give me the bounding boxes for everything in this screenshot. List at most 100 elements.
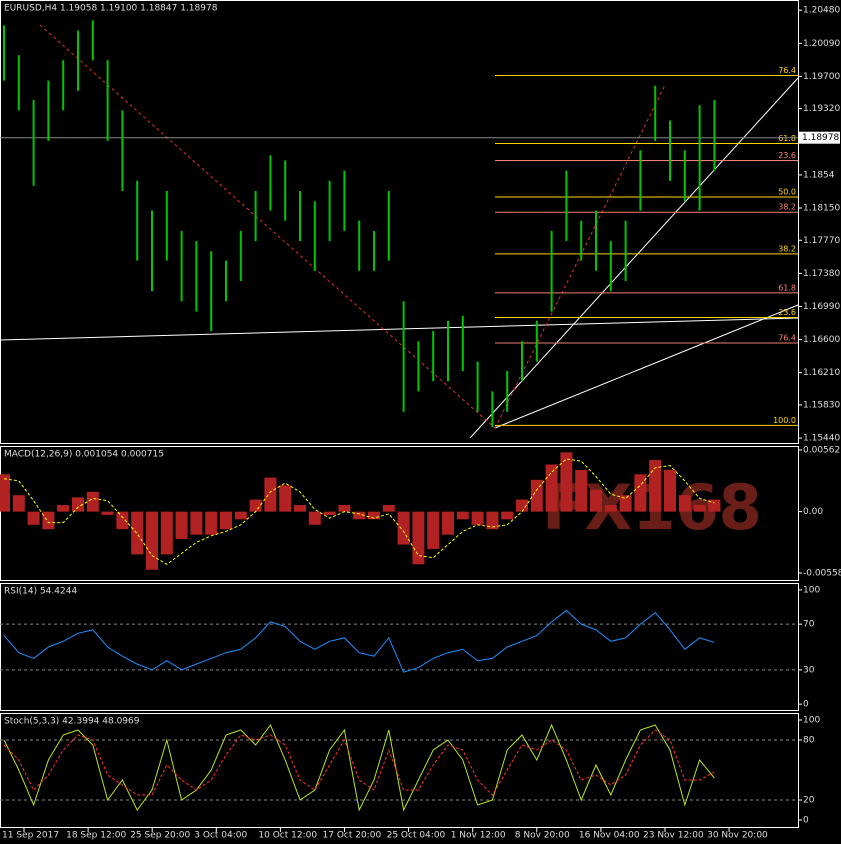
macd-bar <box>249 499 262 512</box>
x-tick-label: 18 Sep 12:00 <box>66 831 126 841</box>
x-tick-label: 1 Nov 12:00 <box>451 831 506 841</box>
macd-bar <box>101 511 114 515</box>
macd-bar <box>72 497 84 512</box>
y-tick-label: 0 <box>803 700 809 710</box>
y-tick-label: 1.17770 <box>803 236 840 246</box>
macd-bar <box>412 511 425 565</box>
macd-bar <box>264 477 277 512</box>
macd-bar <box>397 511 410 545</box>
macd-bar <box>649 460 662 512</box>
y-tick-label: 100 <box>803 585 820 595</box>
x-tick-label: 25 Sep 20:00 <box>130 831 190 841</box>
macd-bar <box>234 511 247 520</box>
y-tick-label: 0.00562 <box>803 445 840 455</box>
y-tick-label: 1.15830 <box>803 400 840 410</box>
macd-bar <box>220 511 232 530</box>
x-tick-label: 16 Nov 04:00 <box>579 831 640 841</box>
macd-bar <box>560 452 573 512</box>
stoch-main <box>3 723 715 812</box>
y-tick-label: 70 <box>803 620 815 630</box>
panel-borders <box>0 0 799 828</box>
macd-bar <box>708 499 721 512</box>
macd-bar <box>501 511 514 520</box>
macd-bar <box>604 505 617 512</box>
macd-bar <box>486 511 499 530</box>
fib-label: 76.4 <box>778 66 796 75</box>
macd-bar <box>634 474 647 512</box>
macd-bar <box>86 491 99 512</box>
stoch-panel <box>0 713 799 828</box>
macd-bar <box>57 505 70 512</box>
x-tick-label: 11 Sep 2017 <box>2 831 59 841</box>
macd-bar <box>0 474 10 512</box>
trendline <box>494 304 799 429</box>
price-badge-label: 1.18978 <box>802 133 839 143</box>
macd-bar <box>471 511 484 525</box>
panel-title: Stoch(5,3,3) 42.3994 48.0969 <box>4 717 140 727</box>
panel-title: RSI(14) 54.4244 <box>4 587 77 597</box>
fib-label: 61.8 <box>778 134 796 143</box>
y-tick-label: 1.19320 <box>803 104 840 114</box>
macd-bar <box>190 511 203 535</box>
macd-bar <box>619 495 632 512</box>
y-tick-label: 1.19700 <box>803 72 840 82</box>
y-tick-label: 80 <box>803 736 815 746</box>
macd-bar <box>427 511 440 549</box>
y-tick-label: 0.00 <box>803 507 823 517</box>
fib-label: 23.6 <box>778 308 796 317</box>
trendline <box>0 317 799 341</box>
x-tick-label: 10 Oct 12:00 <box>258 831 317 841</box>
fib-label: 23.6 <box>778 151 796 160</box>
macd-bar <box>516 499 528 512</box>
macd-bar <box>116 511 129 530</box>
x-tick-label: 23 Nov 12:00 <box>643 831 704 841</box>
macd-bar <box>545 464 558 512</box>
fib-label: 50.0 <box>778 187 796 196</box>
macd-bar <box>160 511 173 555</box>
macd-bar <box>338 505 351 512</box>
macd-bar <box>664 469 676 512</box>
x-tick-label: 17 Oct 20:00 <box>323 831 382 841</box>
macd-bar <box>590 489 602 512</box>
macd-bar <box>353 511 366 520</box>
stoch-signal <box>3 729 715 796</box>
macd-bar <box>146 511 158 570</box>
macd-bar <box>175 511 188 540</box>
y-tick-label: 1.1854 <box>803 170 835 180</box>
y-tick-label: 0 <box>803 816 809 826</box>
fib-label: 100.0 <box>773 416 796 425</box>
y-tick-label: 1.15440 <box>803 434 840 444</box>
macd-bar <box>27 511 40 525</box>
macd-bar <box>205 511 218 535</box>
macd-bar <box>279 485 292 512</box>
x-tick-label: 8 Nov 20:00 <box>515 831 570 841</box>
x-tick-label: 25 Oct 04:00 <box>387 831 446 841</box>
macd-bar <box>42 511 55 530</box>
macd-bar <box>12 495 25 512</box>
fib-label: 38.2 <box>778 203 796 212</box>
macd-bar <box>308 511 321 525</box>
macd-bar <box>530 479 543 512</box>
y-tick-label: 1.16210 <box>803 368 840 378</box>
fib-label: 38.2 <box>778 244 796 253</box>
y-tick-label: 1.20090 <box>803 39 840 49</box>
macd-panel <box>0 446 799 581</box>
macd-bar <box>575 469 588 512</box>
macd-bar <box>382 505 395 512</box>
macd-bar <box>442 511 454 535</box>
macd-signal <box>3 458 715 565</box>
y-tick-label: 1.20480 <box>803 6 840 16</box>
macd-bar <box>693 505 706 512</box>
panel-title: MACD(12,26,9) 0.001054 0.000715 <box>4 450 164 460</box>
y-tick-label: 100 <box>803 716 820 726</box>
rsi-line <box>3 609 715 673</box>
panel-title: EURUSD,H4 1.19058 1.19100 1.18847 1.1897… <box>4 4 218 14</box>
y-tick-label: 20 <box>803 796 815 806</box>
fib-label: 61.8 <box>778 283 796 292</box>
y-tick-label: 1.18150 <box>803 203 840 213</box>
x-tick-label: 3 Oct 04:00 <box>194 831 247 841</box>
fib-anchor-line <box>494 84 666 429</box>
x-tick-label: 30 Nov 20:00 <box>707 831 768 841</box>
